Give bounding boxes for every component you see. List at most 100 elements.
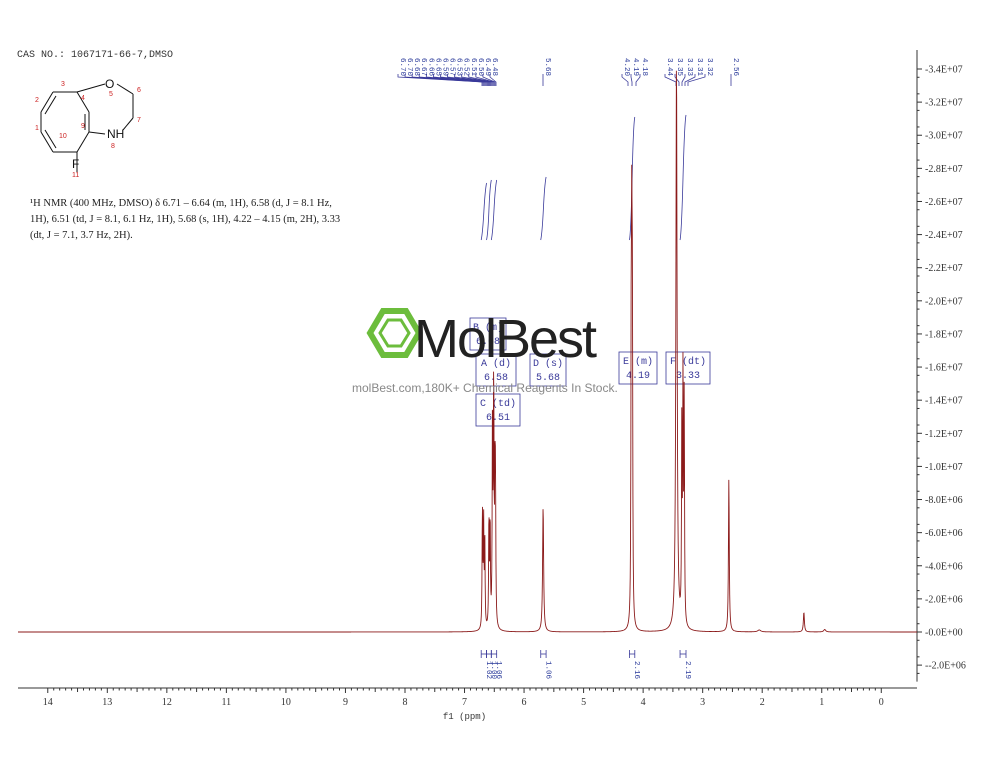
carbon-num-10: 10 bbox=[59, 133, 67, 140]
x-tick-label: 7 bbox=[462, 697, 467, 708]
y-tick-label: -6.0E+06 bbox=[925, 528, 963, 539]
spectrum-line bbox=[18, 70, 917, 633]
integral-value: 2.16 bbox=[632, 661, 640, 680]
peak-label-leader bbox=[684, 74, 696, 86]
x-tick-label: 3 bbox=[700, 697, 705, 708]
carbon-num-2: 2 bbox=[35, 97, 39, 104]
y-tick-label: -2.4E+07 bbox=[925, 230, 963, 241]
atom-fluorine: F bbox=[72, 157, 79, 171]
y-tick-label: -8.0E+06 bbox=[925, 495, 963, 506]
y-tick-label: -0.0E+00 bbox=[925, 628, 963, 639]
multiplet-name: C (td) bbox=[480, 398, 516, 410]
peak-label: 4.20 bbox=[622, 58, 630, 77]
carbon-num-7: 7 bbox=[137, 117, 141, 124]
y-tick-label: -1.6E+07 bbox=[925, 363, 963, 374]
multiplet-name: E (m) bbox=[623, 356, 653, 368]
y-tick-label: -2.2E+07 bbox=[925, 263, 963, 274]
watermark-tagline: molBest.com,180K+ Chemical Reagents In S… bbox=[352, 381, 618, 395]
peak-label: 6.57 bbox=[448, 58, 456, 76]
multiplet-value: 3.33 bbox=[676, 371, 700, 382]
y-tick-label: -1.8E+07 bbox=[925, 329, 963, 340]
peak-label: 3.33 bbox=[685, 58, 693, 77]
integral-value: 1.06 bbox=[543, 661, 551, 680]
y-tick-label: -3.2E+07 bbox=[925, 98, 963, 109]
molbest-logo-icon bbox=[366, 308, 423, 358]
multiplet-boxes: B (m) 6.68 A (d) 6.58 C (td) 6.51 D (s) 5.68 E (… bbox=[469, 317, 711, 427]
atom-num-5: 5 bbox=[109, 91, 113, 98]
nmr-description: ¹H NMR (400 MHz, DMSO) δ 6.71 – 6.64 (m,… bbox=[30, 198, 341, 241]
watermark-brand: MolBest bbox=[414, 309, 597, 369]
x-tick-label: 5 bbox=[581, 697, 586, 708]
peak-label: 3.32 bbox=[705, 58, 713, 76]
y-tick-label: -2.8E+07 bbox=[925, 164, 963, 175]
integral-value: 1.02 bbox=[484, 661, 492, 679]
x-tick-label: 2 bbox=[760, 697, 765, 708]
peak-label: 4.19 bbox=[631, 58, 639, 76]
atom-nh: NH bbox=[107, 127, 124, 141]
peak-label: 5.68 bbox=[543, 58, 551, 76]
multiplet-value: 6.51 bbox=[486, 413, 510, 424]
x-tick-label: 0 bbox=[879, 697, 884, 708]
integral-value: 1.06 bbox=[494, 661, 502, 680]
x-axis-label: f1 (ppm) bbox=[443, 712, 486, 722]
peak-label: 4.18 bbox=[640, 58, 648, 76]
atom-num-11: 11 bbox=[72, 172, 79, 179]
x-tick-label: 6 bbox=[522, 697, 527, 708]
peak-label: 6.49 bbox=[483, 58, 491, 76]
y-tick-label: -1.4E+07 bbox=[925, 396, 963, 407]
peak-label: 3.31 bbox=[695, 58, 703, 77]
multiplet-value: 4.19 bbox=[626, 371, 650, 382]
integral-curve bbox=[490, 179, 498, 241]
peak-label: 6.50 bbox=[476, 58, 484, 77]
y-tick-label: -2.0E+07 bbox=[925, 296, 963, 307]
molecule-structure: O 5 NH 8 F 11 1 2 3 4 6 7 9 10 bbox=[35, 77, 141, 179]
carbon-num-3: 3 bbox=[61, 81, 65, 88]
x-tick-label: 14 bbox=[43, 697, 53, 708]
peak-label: 6.65 bbox=[433, 58, 441, 77]
peak-label-leader bbox=[447, 74, 490, 86]
multiplet-name: D (s) bbox=[533, 358, 563, 370]
multiplet-box bbox=[469, 317, 507, 351]
peak-label: 6.51 bbox=[469, 58, 477, 77]
x-tick-label: 8 bbox=[402, 697, 407, 708]
peak-label: 6.68 bbox=[412, 58, 420, 76]
multiplet-box bbox=[618, 351, 658, 385]
y-tick-label: -1.0E+07 bbox=[925, 462, 963, 473]
peak-label-leader bbox=[468, 74, 494, 86]
y-tick-label: -2.0E+06 bbox=[925, 594, 963, 605]
multiplet-value: 6.68 bbox=[476, 337, 500, 348]
x-tick-label: 13 bbox=[102, 697, 112, 708]
integral-curve bbox=[486, 179, 492, 241]
multiplet-box bbox=[475, 353, 517, 387]
peak-label: 6.70 bbox=[398, 58, 406, 77]
peak-label: 3.35 bbox=[675, 58, 683, 77]
peak-label-leader bbox=[635, 74, 641, 86]
multiplet-value: 5.68 bbox=[536, 373, 560, 384]
multiplet-name: F (dt) bbox=[670, 356, 706, 368]
peak-label-leader bbox=[687, 74, 706, 86]
peak-label: 6.59 bbox=[440, 58, 448, 76]
x-tick-label: 9 bbox=[343, 697, 348, 708]
peak-label-leader bbox=[489, 74, 497, 86]
x-tick-label: 10 bbox=[281, 697, 291, 708]
integral-value: 2.19 bbox=[683, 661, 691, 679]
multiplet-box bbox=[665, 351, 711, 385]
peak-label: 6.70 bbox=[405, 58, 413, 77]
multiplet-box bbox=[475, 393, 521, 427]
peak-label-leader bbox=[681, 74, 686, 86]
integral-curve bbox=[679, 114, 687, 241]
peak-label: 6.48 bbox=[490, 58, 498, 76]
atom-oxygen: O bbox=[105, 77, 114, 91]
y-tick-label: -2.6E+07 bbox=[925, 197, 963, 208]
integral-value: 1.00 bbox=[489, 661, 497, 680]
y-tick-label: --2.0E+06 bbox=[925, 661, 966, 672]
y-tick-label: -4.0E+06 bbox=[925, 561, 963, 572]
peak-label: 3.44 bbox=[665, 58, 673, 77]
integral-curve bbox=[540, 176, 547, 241]
multiplet-value: 6.58 bbox=[484, 373, 508, 384]
peak-label-leader bbox=[461, 74, 493, 86]
peak-label-leader bbox=[621, 74, 629, 86]
y-tick-label: -3.0E+07 bbox=[925, 131, 963, 142]
peak-label-leader bbox=[482, 74, 496, 86]
